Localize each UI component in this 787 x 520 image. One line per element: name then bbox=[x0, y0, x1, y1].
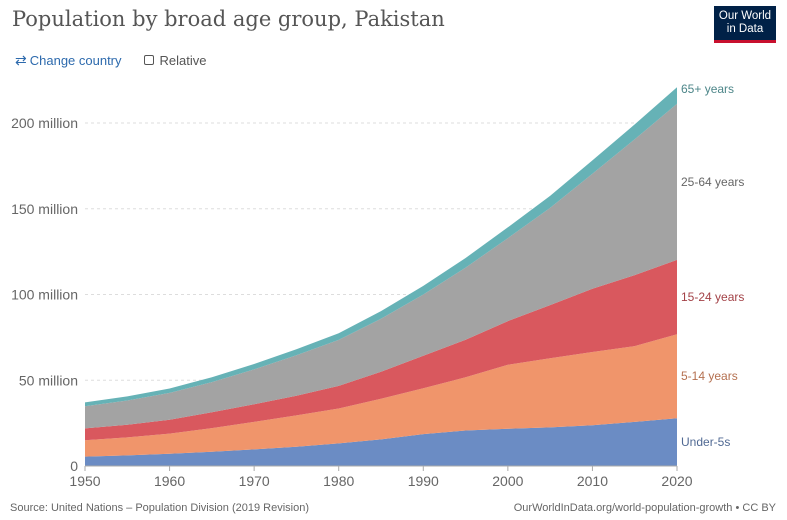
y-tick-label: 50 million bbox=[19, 372, 78, 388]
area-series bbox=[85, 87, 677, 466]
x-tick-label: 1990 bbox=[408, 473, 439, 489]
area-25-64-years[interactable] bbox=[85, 103, 677, 429]
x-tick-label: 1950 bbox=[69, 473, 100, 489]
axes: 0 50 million 100 million 150 million 200 mil… bbox=[11, 115, 693, 489]
y-tick-label: 150 million bbox=[11, 201, 78, 217]
y-tick-label: 200 million bbox=[11, 115, 78, 131]
y-tick-label: 100 million bbox=[11, 287, 78, 303]
x-tick-label: 2000 bbox=[492, 473, 523, 489]
chart-title: Population by broad age group, Pakistan bbox=[12, 7, 445, 31]
area-under-5s[interactable] bbox=[85, 418, 677, 466]
area-15-24-years[interactable] bbox=[85, 259, 677, 441]
relative-label: Relative bbox=[159, 52, 207, 68]
logo-line-1: Our World bbox=[718, 10, 772, 22]
chart-controls: ⇄ Change country Relative bbox=[15, 51, 206, 69]
x-tick-label: 1970 bbox=[239, 473, 270, 489]
stacked-area-chart: 0 50 million 100 million 150 million 200 mil… bbox=[11, 82, 744, 489]
x-tick-label: 1960 bbox=[154, 473, 185, 489]
x-tick-label: 1980 bbox=[323, 473, 354, 489]
relative-toggle[interactable]: Relative bbox=[143, 52, 207, 68]
change-country-button[interactable]: ⇄ Change country bbox=[15, 52, 122, 69]
legend-label[interactable]: 5-14 years bbox=[681, 369, 738, 383]
y-tick-label: 0 bbox=[70, 458, 78, 474]
legend-label[interactable]: 65+ years bbox=[681, 82, 734, 96]
source-note: Source: United Nations – Population Divi… bbox=[10, 502, 309, 514]
change-country-label: Change country bbox=[29, 52, 122, 68]
legend-label[interactable]: Under-5s bbox=[681, 435, 730, 449]
legend: Under-5s 5-14 years 15-24 years 25-64 years… bbox=[681, 82, 744, 449]
swap-arrows-icon: ⇄ bbox=[15, 51, 27, 68]
x-tick-label: 2010 bbox=[577, 473, 608, 489]
relative-checkbox[interactable] bbox=[143, 55, 154, 65]
owid-logo[interactable]: Our World in Data bbox=[714, 6, 776, 43]
source-link[interactable]: OurWorldInData.org/world-population-grow… bbox=[513, 502, 776, 514]
legend-label[interactable]: 25-64 years bbox=[681, 175, 744, 189]
x-tick-label: 2020 bbox=[661, 473, 692, 489]
logo-line-2: in Data bbox=[726, 23, 764, 35]
legend-label[interactable]: 15-24 years bbox=[681, 290, 744, 304]
area-5-14-years[interactable] bbox=[85, 334, 677, 457]
